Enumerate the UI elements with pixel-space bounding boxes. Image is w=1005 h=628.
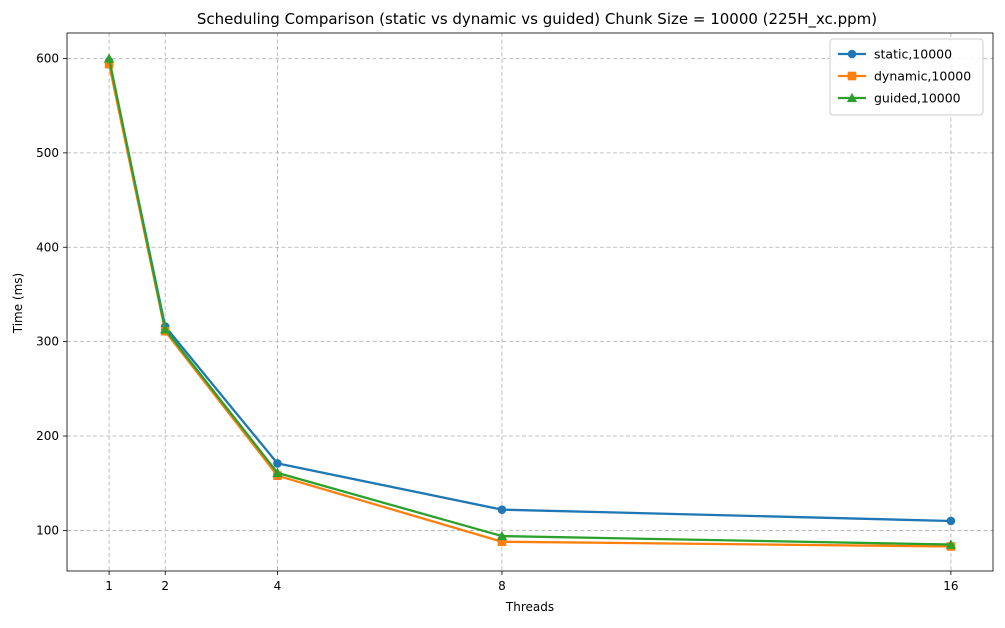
legend-entry: guided,10000 — [838, 91, 961, 106]
data-point — [497, 537, 507, 547]
y-axis-label: Time (ms) — [11, 273, 25, 335]
series-triangle — [103, 53, 957, 549]
legend-box — [829, 38, 984, 116]
legend-marker — [847, 71, 857, 81]
chart-title: Scheduling Comparison (static vs dynamic… — [197, 10, 877, 29]
series-layer — [103, 53, 957, 551]
legend-label: guided,10000 — [874, 91, 961, 106]
data-point — [497, 505, 507, 514]
data-point — [496, 530, 508, 541]
y-tick-label: 300 — [36, 335, 59, 349]
legend-entry: dynamic,10000 — [838, 69, 971, 84]
y-tick-label: 100 — [36, 523, 59, 537]
data-point — [945, 539, 957, 549]
legend-label: static,10000 — [874, 47, 952, 62]
legend-label: dynamic,10000 — [874, 69, 971, 84]
legend-marker — [847, 49, 857, 59]
data-point — [103, 53, 115, 63]
legend: static,10000 dynamic,10000 guided,10000 — [829, 38, 984, 116]
plot-frame — [66, 32, 994, 572]
legend-entry: static,10000 — [838, 47, 952, 62]
y-tick-label: 400 — [36, 240, 59, 254]
data-point — [272, 467, 283, 477]
x-tick-label: 16 — [943, 579, 958, 593]
data-point — [946, 516, 956, 526]
x-tick-label: 1 — [105, 579, 113, 593]
axes — [63, 32, 994, 575]
grid-lines — [67, 33, 993, 571]
data-point — [160, 324, 171, 334]
data-point — [273, 459, 282, 468]
y-tick-label: 200 — [36, 429, 59, 443]
y-tick-label: 600 — [36, 51, 59, 65]
tick-labels: 1 2 4 8 16 100 200 300 400 500 600 — [36, 51, 958, 593]
legend-marker — [846, 92, 858, 103]
x-tick-label: 8 — [498, 579, 506, 593]
y-tick-label: 500 — [36, 146, 59, 160]
x-axis-label: Threads — [505, 600, 554, 614]
x-tick-label: 2 — [161, 579, 169, 593]
x-tick-label: 4 — [274, 579, 282, 593]
